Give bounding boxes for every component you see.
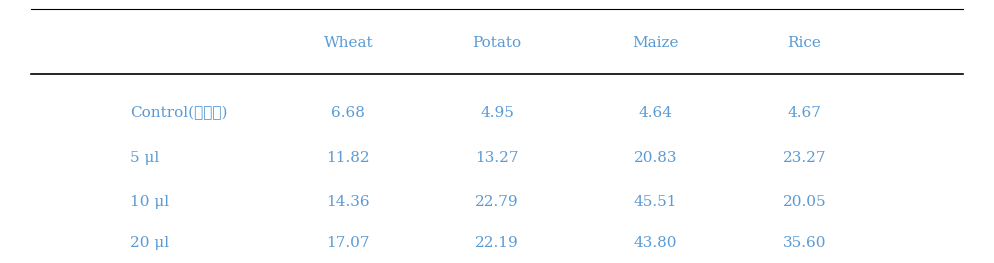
Text: 22.79: 22.79: [475, 195, 519, 209]
Text: 13.27: 13.27: [475, 150, 519, 165]
Text: 14.36: 14.36: [326, 195, 370, 209]
Text: 4.67: 4.67: [787, 106, 821, 120]
Text: 10 μl: 10 μl: [130, 195, 169, 209]
Text: 11.82: 11.82: [326, 150, 370, 165]
Text: 45.51: 45.51: [634, 195, 677, 209]
Text: 4.64: 4.64: [638, 106, 673, 120]
Text: Maize: Maize: [632, 36, 679, 50]
Text: 43.80: 43.80: [634, 236, 677, 250]
Text: Control(무첸가): Control(무첸가): [130, 106, 228, 120]
Text: 20 μl: 20 μl: [130, 236, 169, 250]
Text: 22.19: 22.19: [475, 236, 519, 250]
Text: 6.68: 6.68: [331, 106, 365, 120]
Text: 20.83: 20.83: [634, 150, 677, 165]
Text: 5 μl: 5 μl: [130, 150, 159, 165]
Text: 35.60: 35.60: [782, 236, 826, 250]
Text: 20.05: 20.05: [782, 195, 826, 209]
Text: 23.27: 23.27: [782, 150, 826, 165]
Text: 17.07: 17.07: [327, 236, 370, 250]
Text: Potato: Potato: [472, 36, 522, 50]
Text: Wheat: Wheat: [323, 36, 373, 50]
Text: 4.95: 4.95: [480, 106, 514, 120]
Text: Rice: Rice: [787, 36, 821, 50]
